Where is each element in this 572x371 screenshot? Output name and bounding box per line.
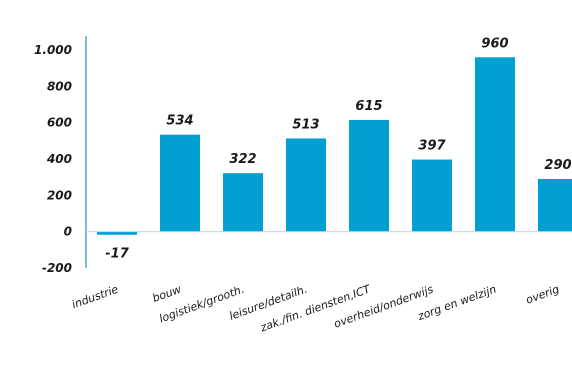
data-label: 290 — [544, 158, 571, 173]
y-tick-label: 600 — [47, 116, 72, 130]
data-label: 397 — [418, 139, 446, 154]
y-tick-label: 400 — [46, 152, 72, 166]
category-label: industrie — [70, 283, 120, 312]
bar — [97, 231, 137, 235]
category-label: overig — [524, 283, 561, 307]
category-label: zak./fin. diensten,ICT — [258, 282, 373, 335]
data-label: 322 — [229, 152, 256, 167]
y-tick-label: 1.000 — [34, 43, 72, 57]
bars — [97, 57, 572, 235]
data-label: -17 — [105, 247, 129, 262]
category-label: bouw — [151, 283, 183, 305]
data-label: 534 — [166, 114, 193, 129]
category-labels: industrie bouwlogistiek/grooth.leisure/de… — [70, 282, 561, 335]
bar — [160, 134, 200, 232]
bar — [475, 57, 515, 232]
data-label: 960 — [481, 36, 508, 51]
data-label: 615 — [355, 99, 382, 114]
y-tick-label: 200 — [47, 188, 72, 202]
bar — [349, 119, 389, 232]
data-label: 513 — [292, 117, 319, 132]
bar — [286, 138, 326, 232]
y-axis-ticks: -200 0 200 400 600 800 1.000 — [34, 43, 72, 275]
bar — [223, 173, 263, 232]
y-tick-label: -200 — [42, 261, 72, 275]
y-tick-label: 0 — [64, 225, 72, 239]
y-tick-label: 800 — [47, 79, 72, 93]
value-labels: -17 534 322 513 615 397 960 290 — [105, 36, 571, 261]
bar — [538, 178, 572, 232]
bar — [412, 159, 452, 232]
